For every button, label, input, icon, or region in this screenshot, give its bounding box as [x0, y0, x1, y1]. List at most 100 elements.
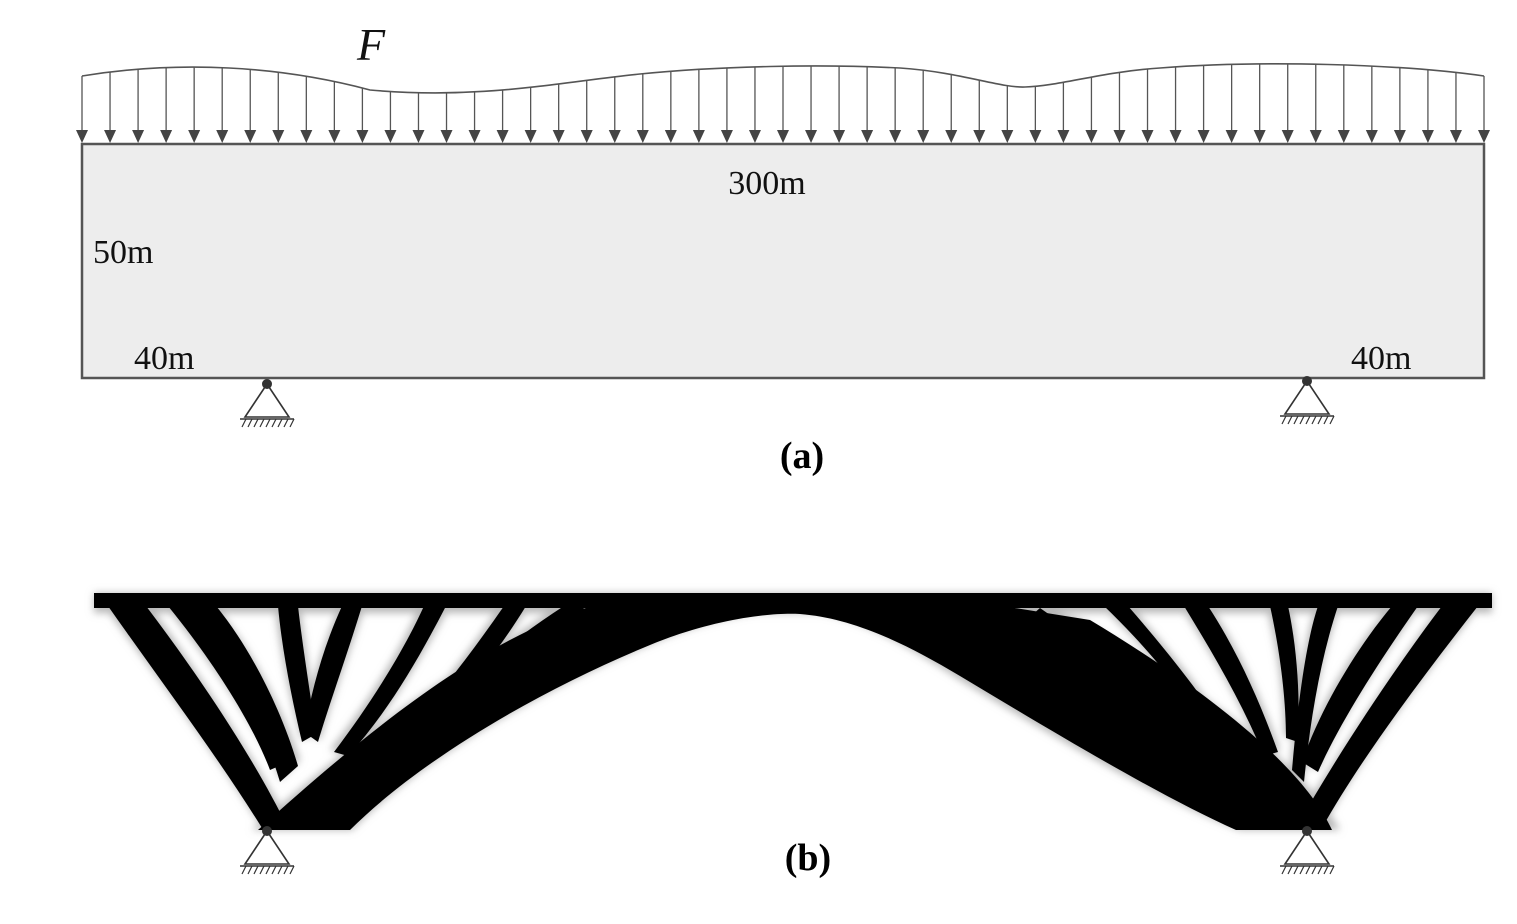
load-arrow-head — [748, 130, 761, 143]
load-arrow-head — [664, 130, 677, 143]
ground-hatch — [1287, 865, 1293, 875]
left-branch-7 — [446, 606, 586, 706]
load-arrow-head — [1001, 130, 1014, 143]
caption-b: (b) — [785, 837, 831, 879]
right-support — [1280, 376, 1335, 425]
ground-hatch — [289, 418, 295, 428]
load-arrow-head — [1449, 130, 1462, 143]
ground-hatch — [277, 865, 283, 875]
left-support — [240, 379, 295, 428]
topology-material — [94, 593, 1492, 830]
load-arrow-head — [356, 130, 369, 143]
ground-hatch — [1299, 415, 1305, 425]
left-support-b — [240, 826, 295, 875]
load-arrow-head — [720, 130, 733, 143]
load-arrow-head — [272, 130, 285, 143]
left-outer-strut — [108, 606, 288, 828]
ground-hatch — [1329, 415, 1335, 425]
left-branch-2 — [198, 606, 298, 782]
ground-hatch — [259, 865, 265, 875]
load-arrow-head — [1169, 130, 1182, 143]
ground-hatch — [1305, 415, 1311, 425]
load-arrow-head — [580, 130, 593, 143]
load-arrow-head — [552, 130, 565, 143]
right-outer-strut — [1296, 606, 1478, 828]
ground-hatch — [1329, 865, 1335, 875]
load-arrow-head — [636, 130, 649, 143]
right-branch-3 — [1270, 606, 1299, 742]
height-label: 50m — [93, 234, 153, 271]
load-arrows — [76, 63, 1490, 143]
load-arrow-head — [160, 130, 173, 143]
load-arrow-head — [104, 130, 117, 143]
right-support-b — [1280, 826, 1335, 875]
right-branch-5 — [1104, 606, 1238, 756]
load-label: F — [356, 19, 386, 70]
ground-hatch — [1299, 865, 1305, 875]
load-arrow-head — [805, 130, 818, 143]
ground-hatch — [1305, 865, 1311, 875]
right-branch-6 — [1024, 608, 1180, 746]
ground-hatch — [1323, 865, 1329, 875]
ground-hatch — [1311, 415, 1317, 425]
load-arrow-head — [1281, 130, 1294, 143]
right-branch-4 — [1184, 606, 1278, 756]
ground-hatch — [1293, 865, 1299, 875]
design-domain — [80, 142, 1486, 380]
load-arrow-head — [216, 130, 229, 143]
load-arrow-head — [1085, 130, 1098, 143]
load-arrow-head — [132, 130, 145, 143]
ground-hatch — [1317, 865, 1323, 875]
support-triangle — [243, 382, 291, 418]
load-arrow-head — [1365, 130, 1378, 143]
load-arrow-head — [244, 130, 257, 143]
load-arrow-head — [440, 130, 453, 143]
panel-a: 300m 50m 40m 40m F (a) — [76, 19, 1490, 477]
ground-hatch — [283, 865, 289, 875]
ground-hatch — [1293, 415, 1299, 425]
support-triangle — [1283, 829, 1331, 865]
ground-hatch — [277, 418, 283, 428]
support-triangle — [243, 829, 291, 865]
load-arrow-head — [1029, 130, 1042, 143]
load-arrow-head — [384, 130, 397, 143]
ground-hatch — [1311, 865, 1317, 875]
load-arrow-head — [328, 130, 341, 143]
left-branch-1 — [168, 606, 288, 770]
ground-hatch — [1323, 415, 1329, 425]
ground-hatch — [259, 418, 265, 428]
ground-hatch — [289, 865, 295, 875]
left-branch-4 — [304, 606, 362, 742]
ground-hatch — [271, 418, 277, 428]
central-arch — [258, 604, 1332, 830]
support-triangle — [1283, 379, 1331, 415]
load-arrow-head — [1225, 130, 1238, 143]
load-arrow-head — [833, 130, 846, 143]
left-branch-5 — [334, 606, 446, 756]
load-arrow-head — [1253, 130, 1266, 143]
load-arrow-head — [973, 130, 986, 143]
ground-hatch — [1317, 415, 1323, 425]
load-arrow-head — [1478, 130, 1490, 143]
load-arrow-head — [1337, 130, 1350, 143]
load-arrow-head — [300, 130, 313, 143]
ground-hatch — [247, 418, 253, 428]
load-arrow-head — [692, 130, 705, 143]
panel-b: (b) — [94, 593, 1492, 879]
right-branch-1 — [1302, 606, 1418, 772]
load-arrow-head — [524, 130, 537, 143]
load-arrow-head — [1421, 130, 1434, 143]
ground-hatch — [1287, 415, 1293, 425]
load-arrow-head — [608, 130, 621, 143]
load-arrow-head — [412, 130, 425, 143]
ground-hatch — [271, 865, 277, 875]
left-offset-label: 40m — [134, 340, 194, 377]
ground-hatch — [265, 418, 271, 428]
ground-hatch — [1281, 865, 1287, 875]
right-offset-label: 40m — [1351, 340, 1411, 377]
load-arrow-head — [468, 130, 481, 143]
caption-a: (a) — [780, 435, 824, 477]
left-branch-3 — [278, 606, 316, 742]
load-arrow-head — [496, 130, 509, 143]
